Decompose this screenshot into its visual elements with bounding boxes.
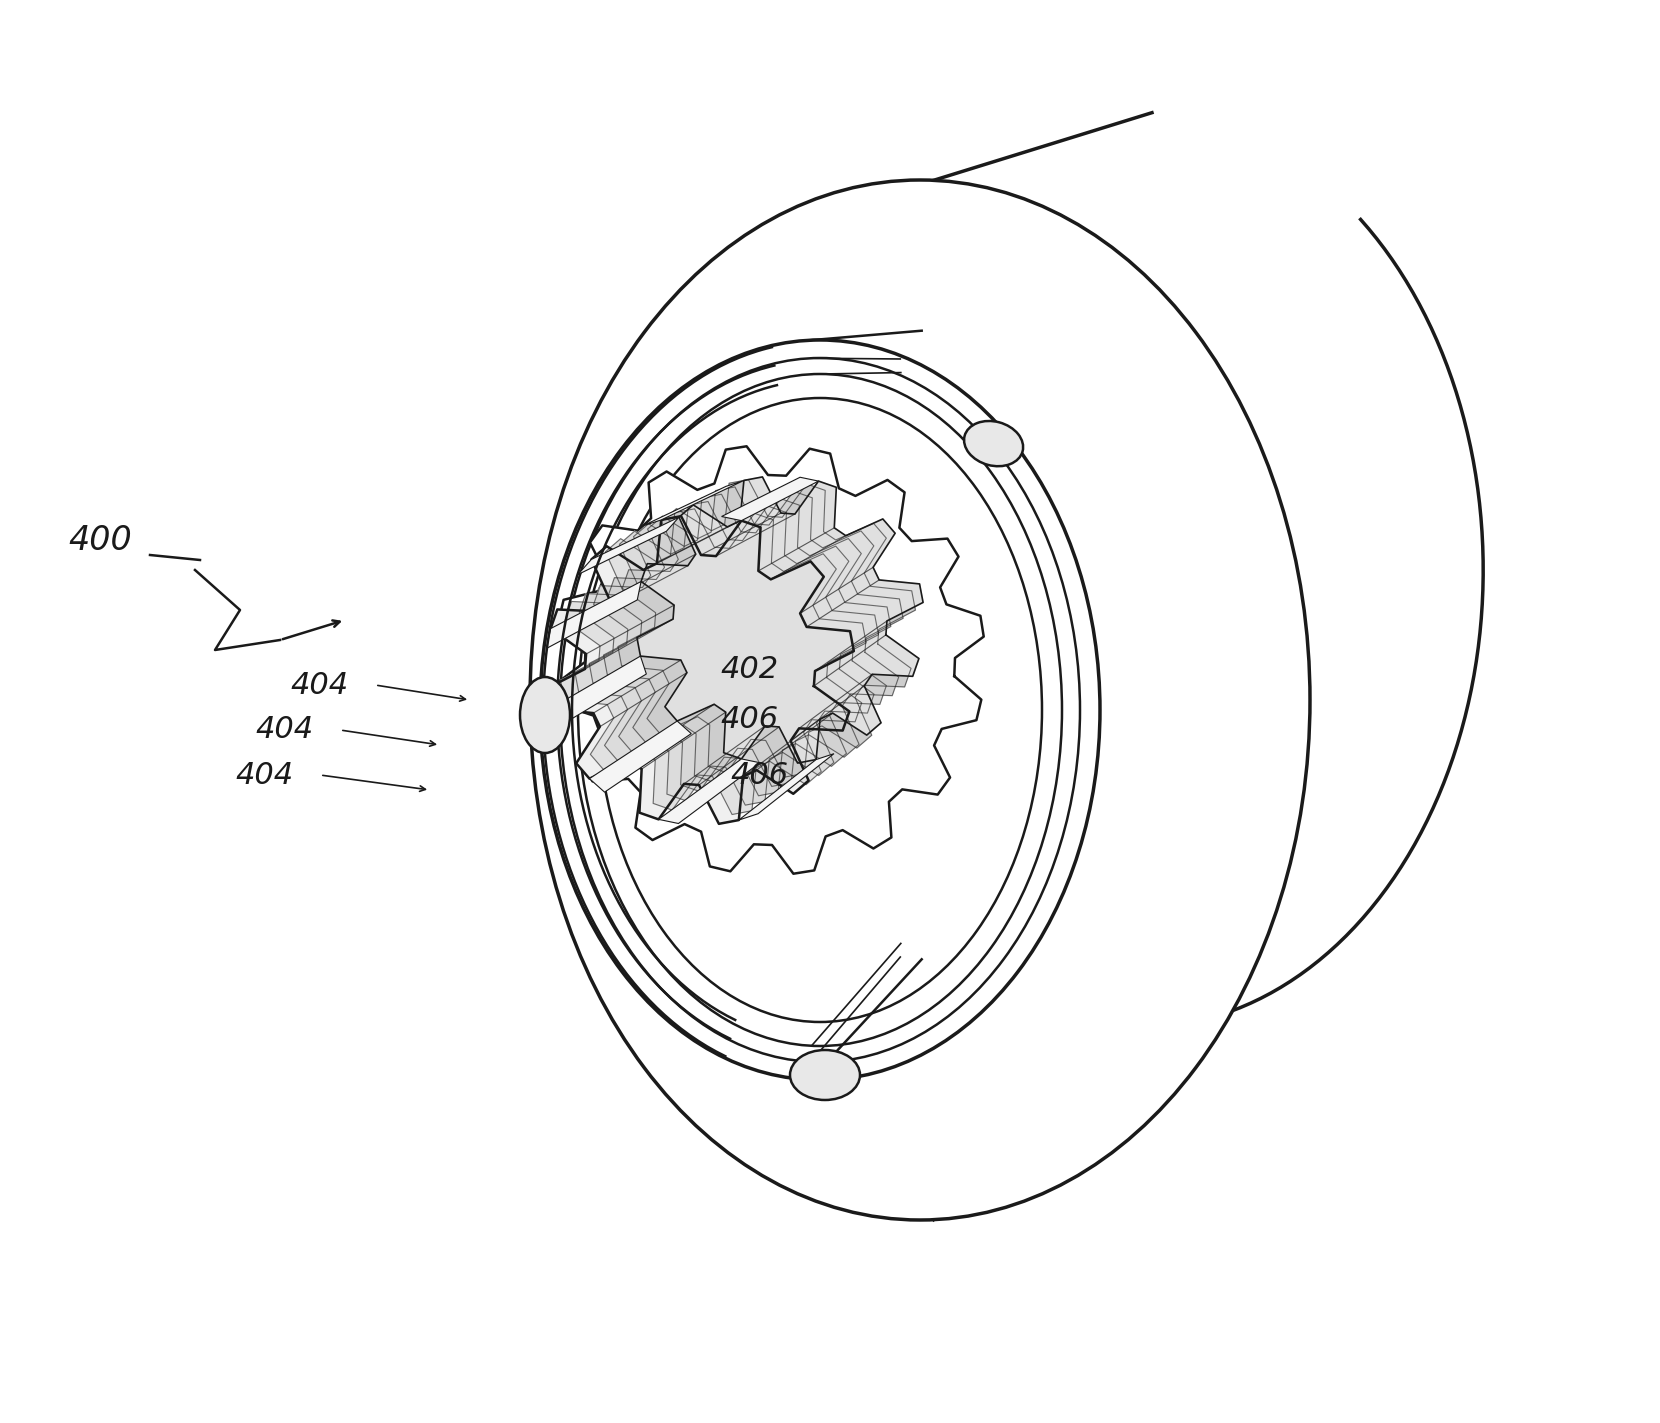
Polygon shape (659, 758, 760, 824)
Text: 404: 404 (290, 670, 349, 700)
Polygon shape (556, 447, 984, 874)
Ellipse shape (540, 340, 1101, 1080)
Polygon shape (546, 517, 853, 824)
Text: 406: 406 (730, 760, 788, 790)
Polygon shape (604, 487, 903, 787)
Polygon shape (549, 656, 646, 729)
Polygon shape (574, 501, 878, 805)
Ellipse shape (964, 421, 1023, 467)
Polygon shape (578, 517, 679, 575)
Text: 402: 402 (720, 656, 779, 684)
Ellipse shape (742, 380, 1119, 911)
Polygon shape (561, 509, 867, 814)
Polygon shape (618, 480, 915, 777)
Polygon shape (546, 582, 641, 649)
Ellipse shape (790, 1050, 860, 1100)
Polygon shape (739, 754, 833, 820)
Text: 400: 400 (68, 524, 131, 556)
Text: 404: 404 (236, 760, 294, 790)
Ellipse shape (520, 677, 569, 753)
Polygon shape (642, 481, 744, 527)
Text: 404: 404 (256, 716, 314, 744)
Polygon shape (589, 494, 891, 795)
Ellipse shape (530, 179, 1310, 1220)
Polygon shape (589, 721, 691, 793)
Polygon shape (722, 477, 818, 521)
Text: 406: 406 (720, 706, 779, 734)
Polygon shape (637, 477, 923, 763)
